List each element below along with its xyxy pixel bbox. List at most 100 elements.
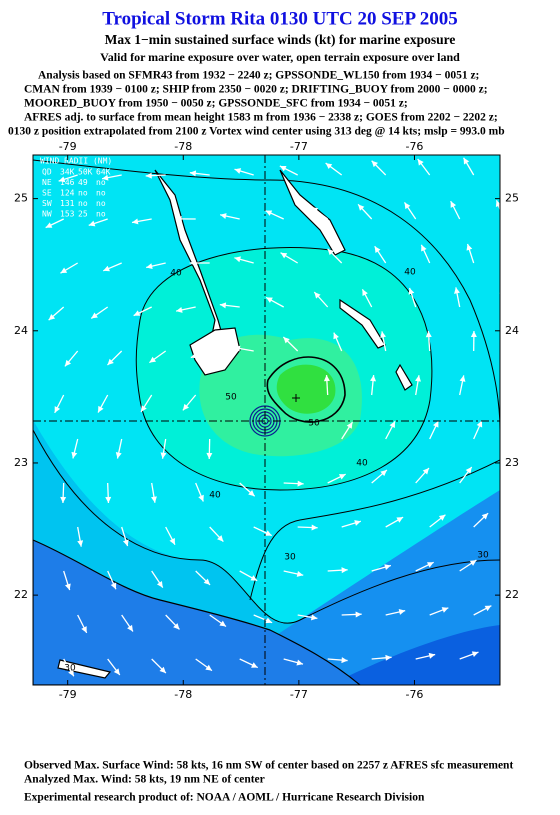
arrow-head — [495, 200, 500, 207]
arrow-head — [248, 490, 255, 497]
arrow-head — [425, 331, 432, 338]
arrow-head — [131, 218, 139, 225]
x-tick-label: -77 — [290, 688, 308, 701]
arrow-head — [113, 668, 120, 675]
arrow-head — [45, 222, 53, 228]
y-tick-label: 25 — [14, 192, 28, 205]
field-band — [276, 364, 336, 414]
arrow-head — [408, 287, 415, 295]
arrow-head — [205, 664, 212, 671]
arrow-head — [310, 614, 318, 621]
arrow-head — [398, 609, 406, 615]
arrow-head — [265, 210, 273, 216]
arrow-head — [296, 659, 304, 666]
wind-arrow — [518, 512, 531, 527]
arrow-head — [512, 243, 518, 250]
arrow-head — [396, 517, 404, 523]
arrow-head — [217, 535, 224, 542]
radii-cell: 34K — [60, 168, 75, 177]
wind-arrow — [518, 604, 535, 615]
source-line: AFRES adj. to surface from mean height 1… — [24, 112, 498, 124]
arrow-head — [149, 356, 157, 363]
arrow-head — [469, 560, 477, 566]
arrow-head — [380, 469, 387, 477]
title: Tropical Storm Rita 0130 UTC 20 SEP 2005 — [102, 8, 458, 29]
arrow-head — [102, 174, 109, 181]
radii-cell: NW — [42, 210, 52, 219]
arrow-head — [71, 451, 78, 459]
arrow-head — [233, 345, 241, 352]
radii-cell: 153 — [60, 210, 75, 219]
subtitle: Max 1−min sustained surface winds (kt) f… — [105, 32, 456, 47]
contour-label: 40 — [404, 268, 416, 278]
arrow-head — [296, 571, 304, 577]
arrow-head — [433, 420, 439, 428]
arrow-head — [438, 514, 446, 521]
arrow-head — [509, 157, 514, 164]
arrow-head — [98, 405, 104, 413]
arrow-head — [454, 287, 460, 294]
arrow-head — [176, 306, 183, 313]
source-line: 0130 z position extrapolated from 2100 z… — [8, 126, 505, 138]
arrow-head — [515, 650, 522, 655]
arrow-head — [175, 215, 182, 222]
wind-arrow — [502, 287, 504, 307]
arrow-head — [327, 248, 334, 256]
y-tick-label: 23 — [14, 456, 28, 469]
arrow-head — [159, 666, 166, 674]
arrow-head — [362, 289, 368, 296]
arrow-head — [417, 159, 424, 166]
arrow-head — [81, 626, 87, 633]
arrow-head — [476, 420, 483, 428]
contours — [33, 159, 500, 624]
y-tick-label: 23 — [505, 456, 519, 469]
arrow-head — [374, 246, 381, 253]
x-tick-label: -78 — [174, 140, 192, 153]
validity: Valid for marine exposure over water, op… — [100, 50, 460, 64]
arrow-head — [60, 496, 67, 503]
arrow-head — [459, 375, 466, 382]
radii-cell: no — [96, 199, 106, 208]
x-tick-label: -76 — [405, 688, 423, 701]
arrow-head — [333, 332, 339, 340]
y-tick-label: 24 — [14, 324, 28, 337]
arrow-head — [404, 202, 411, 210]
source-line: Analysis based on SFMR43 from 1932 − 224… — [38, 70, 479, 82]
radii-cell: NE — [42, 178, 52, 187]
radii-title: WIND RADII (NM) — [40, 157, 112, 166]
arrow-head — [190, 352, 198, 359]
coastlines — [33, 169, 413, 685]
radii-cell: no — [96, 189, 106, 198]
arrow-head — [58, 176, 66, 183]
arrow-head — [297, 480, 304, 487]
footer-line: Experimental research product of: NOAA /… — [24, 792, 425, 804]
radii-cell: no — [96, 210, 106, 219]
arrow-head — [266, 297, 273, 303]
arrow-head — [481, 513, 489, 520]
arrow-head — [484, 605, 492, 612]
x-tick-label: -76 — [405, 140, 423, 153]
arrow-head — [234, 168, 242, 174]
arrow-head — [219, 620, 227, 627]
wind-arrows — [45, 157, 535, 677]
arrow-head — [203, 578, 211, 585]
arrow-head — [145, 172, 152, 179]
arrow-head — [105, 496, 112, 503]
arrow-head — [206, 452, 213, 459]
arrow-head — [198, 494, 204, 502]
arrow-head — [426, 562, 434, 568]
contour-label: 30 — [64, 664, 76, 674]
map-area — [33, 155, 535, 685]
wind-arrow — [504, 559, 520, 571]
radii-cell: no — [96, 178, 106, 187]
arrow-head — [358, 204, 365, 211]
arrow-head — [283, 337, 290, 344]
contour-label: 40 — [170, 269, 182, 279]
radii-cell: 50K — [78, 168, 93, 177]
arrow-head — [346, 422, 353, 429]
arrow-head — [107, 358, 114, 366]
arrow-head — [279, 165, 287, 172]
arrow-head — [465, 467, 472, 474]
arrow-head — [220, 213, 227, 219]
arrow-head — [504, 376, 510, 383]
